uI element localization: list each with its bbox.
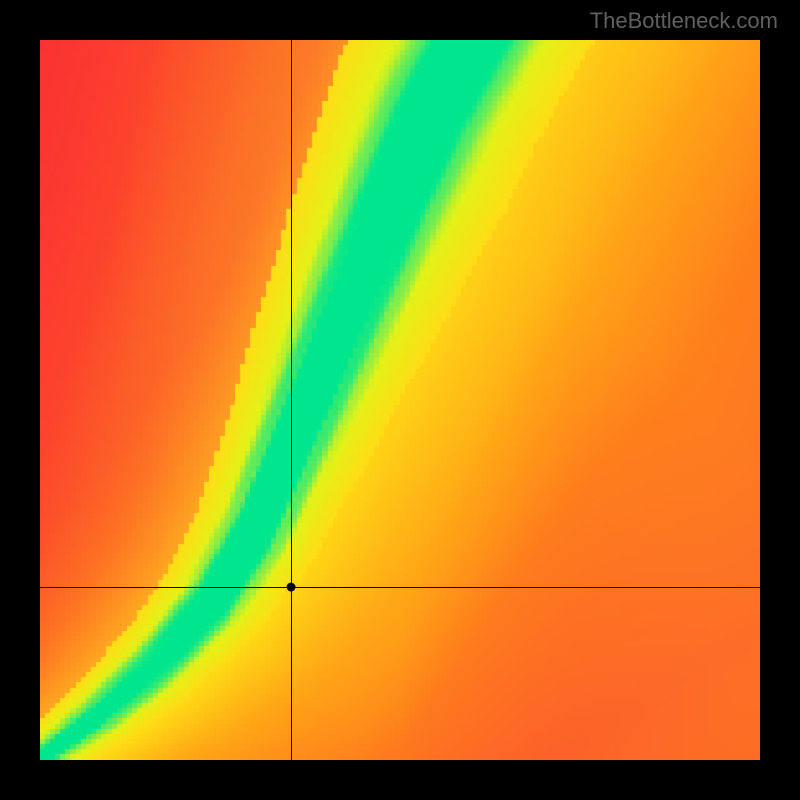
crosshair-vertical: [291, 40, 292, 760]
heatmap-canvas: [40, 40, 760, 760]
plot-area: [40, 40, 760, 760]
crosshair-horizontal: [40, 587, 760, 588]
marker-dot: [286, 583, 295, 592]
watermark-text: TheBottleneck.com: [590, 8, 778, 34]
chart-container: TheBottleneck.com: [0, 0, 800, 800]
